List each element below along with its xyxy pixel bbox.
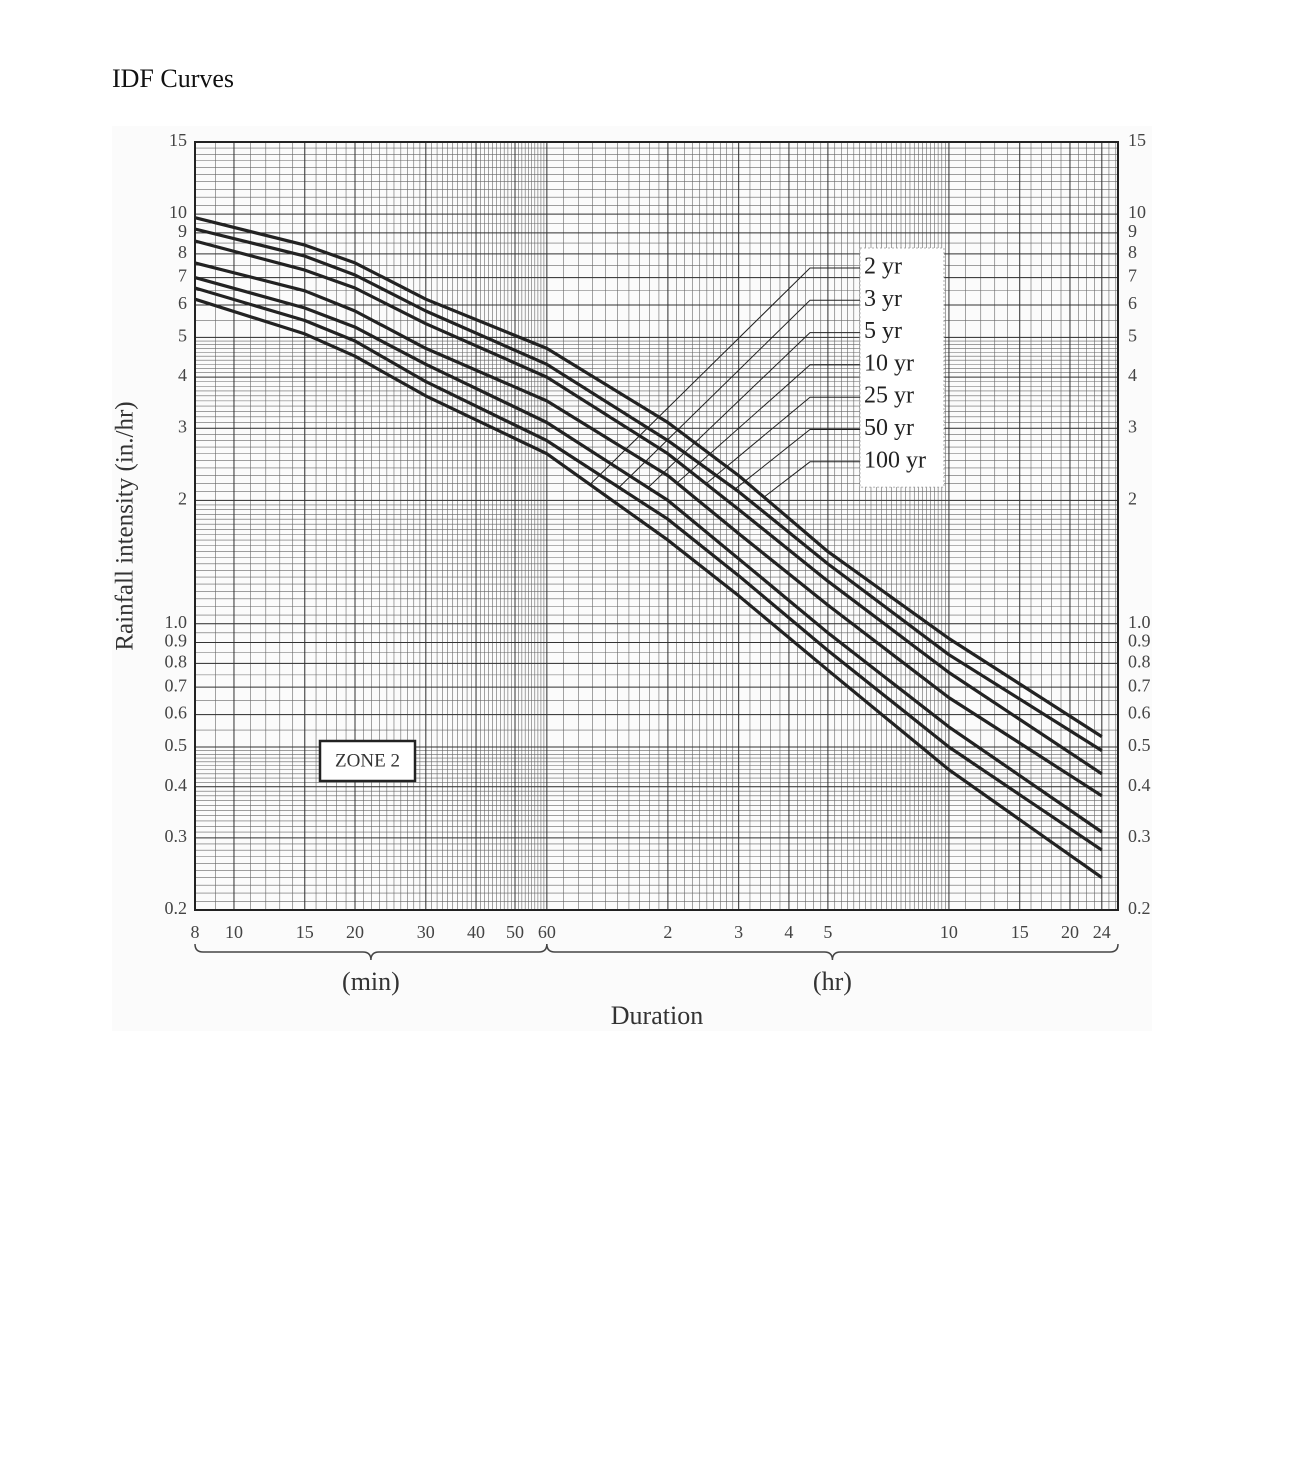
x-tick-label: 8 — [191, 922, 200, 942]
y-axis-label: Rainfall intensity (in./hr) — [112, 401, 139, 650]
x-tick-label: 2 — [663, 922, 672, 942]
page-title: IDF Curves — [112, 64, 234, 93]
y2-tick-label: 0.4 — [1128, 775, 1151, 795]
y2-tick-label: 1.0 — [1128, 612, 1151, 632]
y2-tick-label: 0.3 — [1128, 826, 1151, 846]
y-tick-label: 0.3 — [165, 826, 188, 846]
axis-brace — [546, 943, 1119, 961]
series-line — [194, 297, 1103, 879]
y-tick-label: 0.9 — [165, 631, 188, 651]
y-tick-label: 10 — [169, 202, 187, 222]
y2-tick-label: 0.5 — [1128, 735, 1151, 755]
y-tick-label: 0.4 — [165, 775, 188, 795]
x-tick-label: 60 — [538, 922, 556, 942]
y-tick-label: 15 — [169, 130, 187, 150]
x-tick-label: 20 — [346, 922, 364, 942]
y2-tick-label: 10 — [1128, 202, 1146, 222]
y-tick-label: 4 — [178, 365, 187, 385]
y-tick-label: 7 — [178, 266, 187, 286]
plot-layer: 0.2 0.20.3 0.30.4 0.40.5 0.50.6 0.60.7 0.70.8 0… — [165, 130, 1151, 996]
series-line — [194, 216, 1103, 738]
x-tick-label: 15 — [296, 922, 314, 942]
y-tick-label: 0.5 — [165, 735, 188, 755]
legend-leader — [589, 267, 860, 485]
y2-tick-label: 0.7 — [1128, 675, 1151, 695]
y-tick-label: 8 — [178, 242, 187, 262]
y2-tick-label: 0.9 — [1128, 631, 1151, 651]
x-tick-label: 30 — [417, 922, 435, 942]
y-tick-label: 5 — [178, 326, 187, 346]
y2-tick-label: 3 — [1128, 416, 1137, 436]
legend-leader — [763, 461, 860, 498]
annotation-box — [318, 739, 417, 783]
y2-tick-label: 6 — [1128, 293, 1137, 313]
y2-tick-label: 0.8 — [1128, 652, 1151, 672]
y-tick-label: 0.6 — [165, 703, 188, 723]
x-tick-label: 15 — [1011, 922, 1029, 942]
y2-tick-label: 0.6 — [1128, 703, 1151, 723]
y-tick-label: 0.7 — [165, 675, 188, 695]
y2-tick-label: 7 — [1128, 266, 1137, 286]
y-tick-label: 0.8 — [165, 652, 188, 672]
y-tick-label: 9 — [178, 221, 187, 241]
chart-background — [112, 126, 1152, 1031]
y2-tick-label: 9 — [1128, 221, 1137, 241]
y2-tick-label: 2 — [1128, 489, 1137, 509]
y2-tick-label: 15 — [1128, 130, 1146, 150]
y-tick-label: 0.2 — [165, 898, 188, 918]
x-tick-label: 24 — [1093, 922, 1111, 942]
x-tick-label: 5 — [823, 922, 832, 942]
axis-brace — [194, 943, 548, 961]
x-tick-label: 10 — [225, 922, 243, 942]
x-tick-label: 10 — [940, 922, 958, 942]
legend-leader — [705, 396, 860, 485]
legend-label: 50 yr — [864, 415, 914, 441]
legend-label: 5 yr — [864, 318, 902, 344]
legend-label: 100 yr — [864, 447, 926, 473]
y2-tick-label: 4 — [1128, 365, 1137, 385]
y2-tick-label: 0.2 — [1128, 898, 1151, 918]
x-unit-label: (hr) — [813, 967, 852, 996]
y2-tick-label: 8 — [1128, 242, 1137, 262]
legend-leader — [676, 364, 860, 484]
series-line — [194, 227, 1103, 752]
x-tick-label: 4 — [784, 922, 793, 942]
legend-leader — [618, 299, 860, 488]
legend-label: 3 yr — [864, 286, 902, 312]
series-line — [194, 261, 1103, 798]
legend-box — [859, 247, 945, 488]
legend-label: 2 yr — [864, 254, 902, 280]
legend-label: 10 yr — [864, 350, 914, 376]
x-unit-label: (min) — [342, 967, 400, 996]
x-tick-label: 20 — [1061, 922, 1079, 942]
x-tick-label: 3 — [734, 922, 743, 942]
y-tick-label: 6 — [178, 293, 187, 313]
x-axis-label: Duration — [611, 1001, 703, 1030]
series-line — [194, 239, 1103, 776]
legend-leader — [647, 332, 860, 488]
y-tick-label: 2 — [178, 489, 187, 509]
x-tick-label: 40 — [467, 922, 485, 942]
plot-frame — [194, 141, 1119, 911]
y-tick-label: 3 — [178, 416, 187, 436]
y2-tick-label: 5 — [1128, 326, 1137, 346]
legend-label: 25 yr — [864, 383, 914, 409]
series-line — [194, 286, 1103, 852]
series-line — [194, 276, 1103, 834]
annotation: ZONE 2 — [335, 750, 400, 771]
legend-leader — [734, 429, 860, 490]
y-tick-label: 1.0 — [165, 612, 188, 632]
x-tick-label: 50 — [506, 922, 524, 942]
